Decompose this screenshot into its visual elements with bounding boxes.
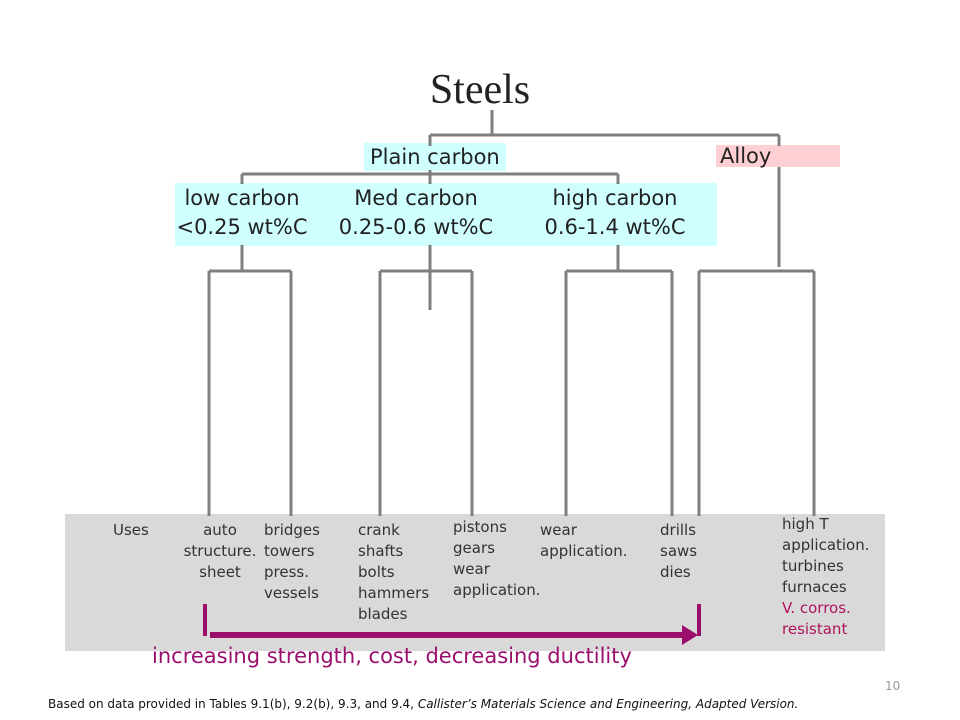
use-high-t: high T application. turbines furnaces <box>782 515 870 596</box>
use-corrosion: V. corros. resistant <box>782 599 851 638</box>
use-crank: crank shafts bolts hammers blades <box>358 521 430 623</box>
arrow-caption: increasing strength, cost, decreasing du… <box>152 644 632 668</box>
category-low-carbon: low carbon <0.25 wt%C <box>175 184 309 242</box>
category-range: <0.25 wt%C <box>176 215 308 239</box>
use-drills: drills saws dies <box>660 521 698 581</box>
footer-text: Based on data provided in Tables 9.1(b),… <box>48 697 418 711</box>
footer-book-title: Callister’s Materials Science and Engine… <box>417 697 799 711</box>
alloy-label: Alloy <box>720 144 772 168</box>
page-title: Steels <box>429 67 531 113</box>
use-auto: auto structure. sheet <box>183 521 257 581</box>
category-range: 0.6-1.4 wt%C <box>544 215 686 239</box>
use-pistons: pistons gears wear application. <box>453 518 541 599</box>
uses-label: Uses <box>113 521 149 539</box>
category-high-carbon: high carbon 0.6-1.4 wt%C <box>535 184 695 242</box>
uses-band <box>65 514 885 651</box>
category-range: 0.25-0.6 wt%C <box>338 215 494 239</box>
plain-carbon-label: Plain carbon <box>370 145 500 169</box>
use-wear: wear application. <box>540 521 628 560</box>
categories-box <box>175 183 717 246</box>
use-bridges: bridges towers press. vessels <box>264 521 320 602</box>
page-number: 10 <box>885 679 901 693</box>
category-med-carbon: Med carbon 0.25-0.6 wt%C <box>336 184 496 242</box>
category-name: high carbon <box>552 186 678 210</box>
source-footer: Based on data provided in Tables 9.1(b),… <box>48 697 798 711</box>
plain-carbon-box <box>364 143 506 171</box>
category-name: Med carbon <box>354 186 478 210</box>
category-name: low carbon <box>184 186 300 210</box>
alloy-box <box>716 145 840 167</box>
